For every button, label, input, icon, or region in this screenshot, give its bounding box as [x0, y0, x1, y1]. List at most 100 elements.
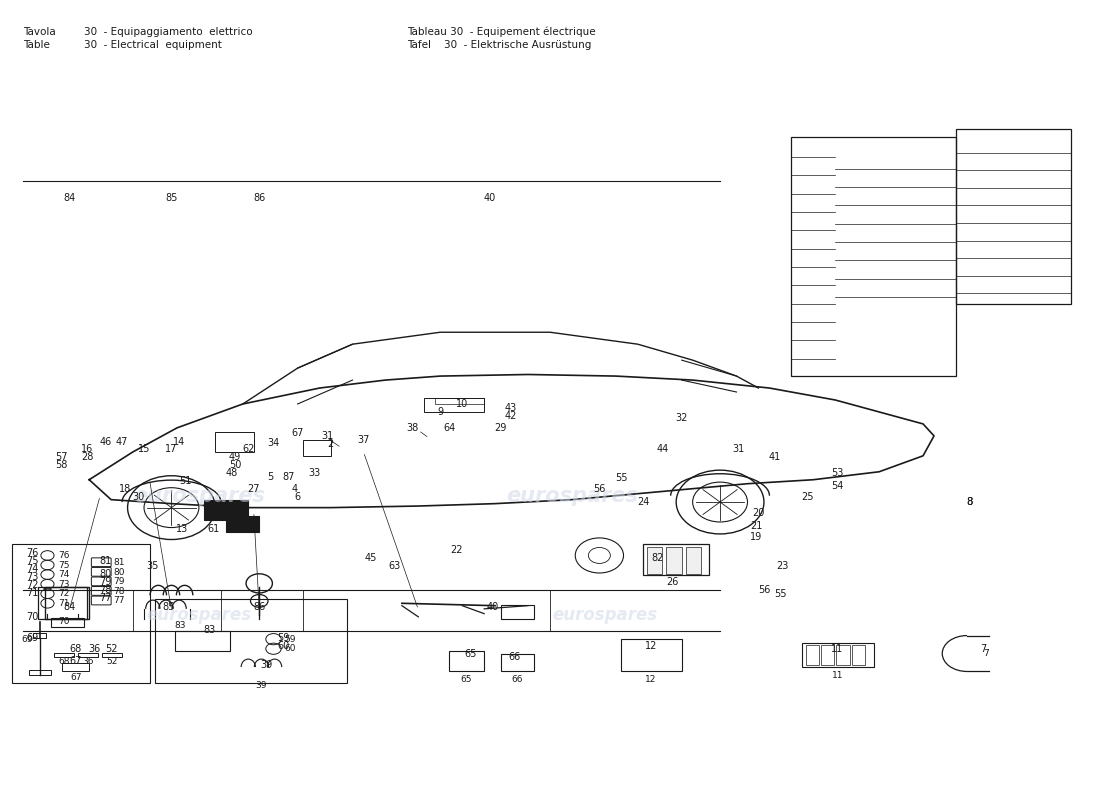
Text: 85: 85: [165, 193, 177, 202]
Text: 71: 71: [26, 588, 39, 598]
Text: 64: 64: [443, 423, 455, 433]
Text: 34: 34: [267, 438, 279, 448]
Text: eurospares: eurospares: [133, 486, 265, 506]
Text: eurospares: eurospares: [506, 486, 638, 506]
Text: 7: 7: [980, 644, 987, 654]
Text: 76: 76: [26, 548, 39, 558]
Text: 73: 73: [26, 572, 39, 582]
Text: 59: 59: [277, 633, 289, 642]
Bar: [805, 645, 818, 666]
Text: 8: 8: [966, 497, 972, 507]
Text: 30: 30: [132, 492, 145, 502]
Text: 52: 52: [107, 657, 118, 666]
Text: 11: 11: [832, 644, 844, 654]
Bar: [686, 546, 702, 574]
Text: 74: 74: [58, 570, 69, 579]
Bar: [102, 653, 122, 657]
Text: 26: 26: [667, 577, 679, 586]
Bar: [304, 440, 331, 456]
Text: 61: 61: [207, 524, 219, 534]
Text: 31: 31: [733, 445, 745, 454]
Text: 11: 11: [832, 671, 844, 680]
Text: 74: 74: [26, 564, 39, 574]
Bar: [500, 605, 534, 619]
Text: 32: 32: [675, 413, 688, 422]
Text: 48: 48: [226, 468, 238, 478]
Text: 40: 40: [487, 602, 499, 612]
Text: 14: 14: [173, 438, 185, 447]
Text: 73: 73: [58, 580, 70, 589]
Text: eurospares: eurospares: [552, 606, 658, 624]
Text: 62: 62: [242, 445, 254, 454]
Text: 10: 10: [456, 399, 469, 409]
Text: 87: 87: [283, 472, 295, 482]
Text: 79: 79: [99, 577, 112, 586]
Bar: [51, 618, 84, 627]
Text: 82: 82: [651, 553, 663, 563]
Text: 69: 69: [26, 633, 39, 642]
Text: 6: 6: [295, 492, 300, 502]
Text: 36: 36: [88, 644, 101, 654]
Text: 1: 1: [223, 508, 230, 518]
Text: 70: 70: [58, 617, 70, 626]
Bar: [216, 432, 254, 452]
Text: 83: 83: [204, 625, 216, 634]
Text: 46: 46: [99, 438, 112, 447]
Text: 72: 72: [58, 590, 69, 598]
Text: 68: 68: [58, 657, 69, 666]
Text: 67: 67: [292, 429, 304, 438]
Text: 35: 35: [146, 561, 160, 571]
Text: 42: 42: [504, 411, 517, 421]
Text: 75: 75: [58, 561, 70, 570]
Text: 17: 17: [165, 445, 177, 454]
Text: 47: 47: [116, 438, 129, 447]
Bar: [851, 645, 865, 666]
Text: 78: 78: [99, 585, 112, 594]
Text: 52: 52: [104, 644, 118, 654]
Bar: [836, 645, 849, 666]
Bar: [12, 543, 150, 683]
Text: 30  - Equipaggiamento  elettrico: 30 - Equipaggiamento elettrico: [84, 27, 252, 37]
Text: 39: 39: [261, 660, 273, 670]
Text: 83: 83: [175, 621, 186, 630]
Text: 23: 23: [777, 561, 789, 571]
Text: 55: 55: [774, 589, 786, 598]
Text: 12: 12: [646, 675, 657, 684]
Bar: [667, 546, 682, 574]
Bar: [37, 587, 87, 619]
Text: 24: 24: [637, 497, 649, 507]
Text: eurospares: eurospares: [146, 606, 252, 624]
Text: 41: 41: [769, 452, 781, 462]
Text: 60: 60: [277, 641, 289, 650]
Text: 36: 36: [82, 657, 94, 666]
Text: 60: 60: [285, 644, 296, 654]
Text: 67: 67: [70, 673, 81, 682]
Bar: [500, 654, 534, 671]
Text: 15: 15: [138, 445, 151, 454]
Text: 18: 18: [119, 484, 132, 494]
Text: 44: 44: [657, 445, 669, 454]
Text: 53: 53: [832, 468, 844, 478]
Text: 56: 56: [758, 585, 770, 594]
Text: 5: 5: [267, 472, 273, 482]
Text: 77: 77: [113, 596, 124, 606]
Text: 71: 71: [58, 598, 70, 608]
Text: 16: 16: [80, 445, 94, 454]
Text: 51: 51: [179, 476, 191, 486]
Bar: [621, 639, 682, 671]
Text: 19: 19: [750, 532, 762, 542]
Text: 37: 37: [358, 435, 370, 445]
Text: 65: 65: [461, 675, 472, 684]
Bar: [424, 398, 484, 412]
Text: 39: 39: [255, 681, 267, 690]
Text: 40: 40: [484, 193, 496, 202]
Text: 63: 63: [388, 561, 400, 571]
Bar: [45, 587, 89, 619]
Text: Tafel    30  - Elektrische Ausrüstung: Tafel 30 - Elektrische Ausrüstung: [407, 40, 592, 50]
Bar: [227, 515, 260, 531]
Bar: [956, 129, 1071, 304]
Text: 30  - Electrical  equipment: 30 - Electrical equipment: [84, 40, 221, 50]
Text: 66: 66: [509, 652, 521, 662]
Text: 86: 86: [253, 602, 265, 612]
Bar: [175, 631, 230, 651]
